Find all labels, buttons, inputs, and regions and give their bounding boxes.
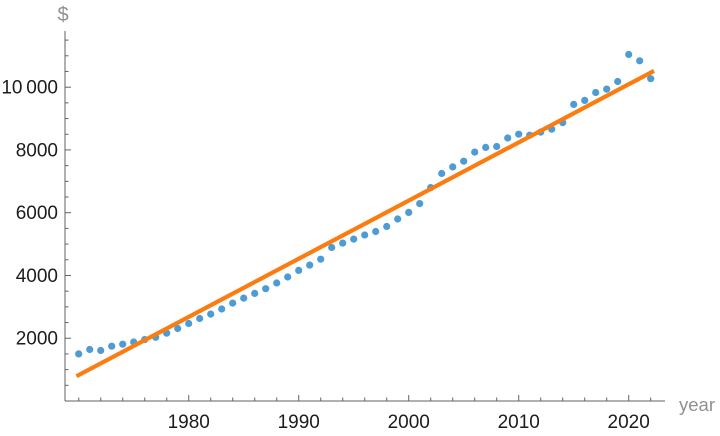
data-point — [647, 75, 655, 83]
data-point — [174, 324, 182, 333]
data-point — [636, 57, 644, 65]
y-tick-label: 8000 — [16, 140, 58, 161]
data-point — [449, 163, 457, 171]
data-point — [570, 100, 578, 108]
data-point — [262, 285, 270, 293]
data-point — [493, 142, 501, 151]
data-point — [251, 289, 259, 297]
data-point — [196, 314, 204, 323]
data-point — [581, 96, 589, 104]
data-point — [350, 235, 358, 243]
data-point — [603, 85, 611, 93]
x-tick-label: 2010 — [498, 412, 540, 433]
data-point — [240, 294, 248, 302]
scatter-points — [75, 50, 655, 358]
data-point — [75, 350, 83, 358]
y-tick-label: 2000 — [16, 329, 58, 350]
data-point — [185, 319, 193, 328]
fit-line — [75, 69, 655, 379]
data-point — [471, 148, 479, 156]
x-tick-label: 1990 — [278, 412, 320, 433]
data-point — [625, 50, 633, 59]
data-point — [218, 305, 226, 313]
data-point — [97, 346, 105, 355]
data-point — [405, 208, 413, 216]
data-point — [306, 261, 314, 269]
x-tick-label: 1980 — [168, 412, 210, 433]
y-axis-title: $ — [57, 4, 68, 26]
data-point — [361, 231, 369, 239]
data-point — [383, 222, 391, 231]
x-tick-label: 2000 — [388, 412, 430, 433]
data-point — [317, 255, 325, 263]
data-point — [504, 134, 512, 142]
x-axis-ticks: 1980 1990 2000 2010 2020 — [78, 395, 652, 433]
data-point — [86, 345, 94, 354]
data-point — [108, 342, 116, 350]
data-point — [284, 273, 292, 281]
data-point — [207, 310, 215, 318]
data-point — [372, 227, 380, 236]
data-point — [339, 239, 347, 247]
data-point — [119, 340, 127, 348]
data-point — [460, 157, 468, 165]
data-point — [229, 299, 237, 307]
data-point — [515, 130, 523, 138]
data-point — [416, 200, 424, 208]
y-tick-label: 6000 — [16, 203, 58, 224]
y-axis-ticks: 2000 4000 6000 8000 10 000 — [1, 39, 71, 386]
y-tick-label: 4000 — [16, 266, 58, 287]
data-point — [394, 215, 402, 223]
data-point — [482, 143, 490, 151]
data-point — [438, 169, 446, 178]
data-point — [295, 266, 303, 274]
data-point — [592, 88, 600, 97]
data-point — [273, 279, 281, 287]
data-point — [328, 243, 336, 252]
y-tick-label: 10 000 — [1, 78, 58, 99]
x-tick-label: 2020 — [608, 412, 650, 433]
data-point — [614, 77, 622, 86]
x-axis-title: year — [679, 394, 715, 415]
